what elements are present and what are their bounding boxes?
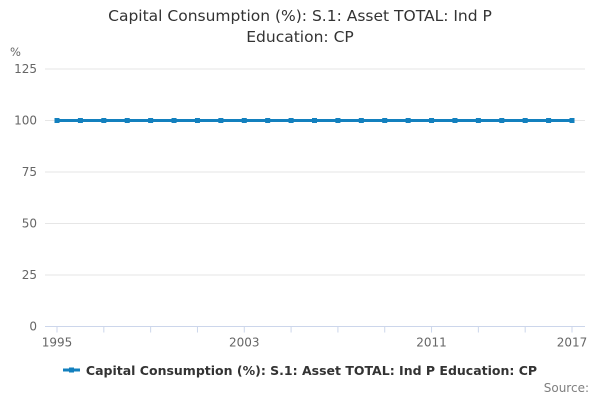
data-point-marker bbox=[429, 118, 435, 123]
data-point-marker bbox=[265, 118, 271, 123]
x-tick-label: 2017 bbox=[557, 336, 588, 350]
legend[interactable]: Capital Consumption (%): S.1: Asset TOTA… bbox=[0, 361, 600, 379]
data-point-marker bbox=[475, 118, 481, 123]
data-point-marker bbox=[77, 118, 83, 123]
data-point-marker bbox=[171, 118, 177, 123]
y-tick-label: 100 bbox=[14, 114, 37, 128]
x-tick-label: 1995 bbox=[42, 336, 73, 350]
data-point-marker bbox=[358, 118, 364, 123]
y-tick-label: 125 bbox=[14, 62, 37, 76]
data-point-marker bbox=[522, 118, 528, 123]
legend-line-icon bbox=[62, 367, 80, 373]
y-tick-label: 50 bbox=[22, 217, 37, 231]
data-point-marker bbox=[101, 118, 107, 123]
chart-title: Capital Consumption (%): S.1: Asset TOTA… bbox=[0, 6, 600, 48]
y-tick-label: 75 bbox=[22, 165, 37, 179]
y-tick-label: 25 bbox=[22, 268, 37, 282]
data-point-marker bbox=[569, 118, 575, 123]
data-point-marker bbox=[218, 118, 224, 123]
data-point-marker bbox=[499, 118, 505, 123]
chart-title-line1: Capital Consumption (%): S.1: Asset TOTA… bbox=[108, 7, 492, 25]
chart-title-line2: Education: CP bbox=[246, 28, 354, 46]
data-point-marker bbox=[382, 118, 388, 123]
source-label: Source: bbox=[543, 381, 589, 395]
data-point-marker bbox=[546, 118, 552, 123]
data-point-marker bbox=[54, 118, 60, 123]
y-axis-unit-label: % bbox=[10, 45, 21, 59]
y-tick-label: 0 bbox=[29, 320, 37, 334]
data-point-marker bbox=[288, 118, 294, 123]
data-point-marker bbox=[148, 118, 154, 123]
x-tick-label: 2011 bbox=[416, 336, 447, 350]
data-point-marker bbox=[241, 118, 247, 123]
data-point-marker bbox=[452, 118, 458, 123]
data-point-marker bbox=[124, 118, 130, 123]
data-point-marker bbox=[312, 118, 317, 123]
data-point-marker bbox=[405, 118, 411, 123]
data-point-marker bbox=[335, 118, 341, 123]
x-tick-label: 2003 bbox=[229, 336, 260, 350]
data-point-marker bbox=[194, 118, 200, 123]
legend-label: Capital Consumption (%): S.1: Asset TOTA… bbox=[85, 362, 538, 378]
